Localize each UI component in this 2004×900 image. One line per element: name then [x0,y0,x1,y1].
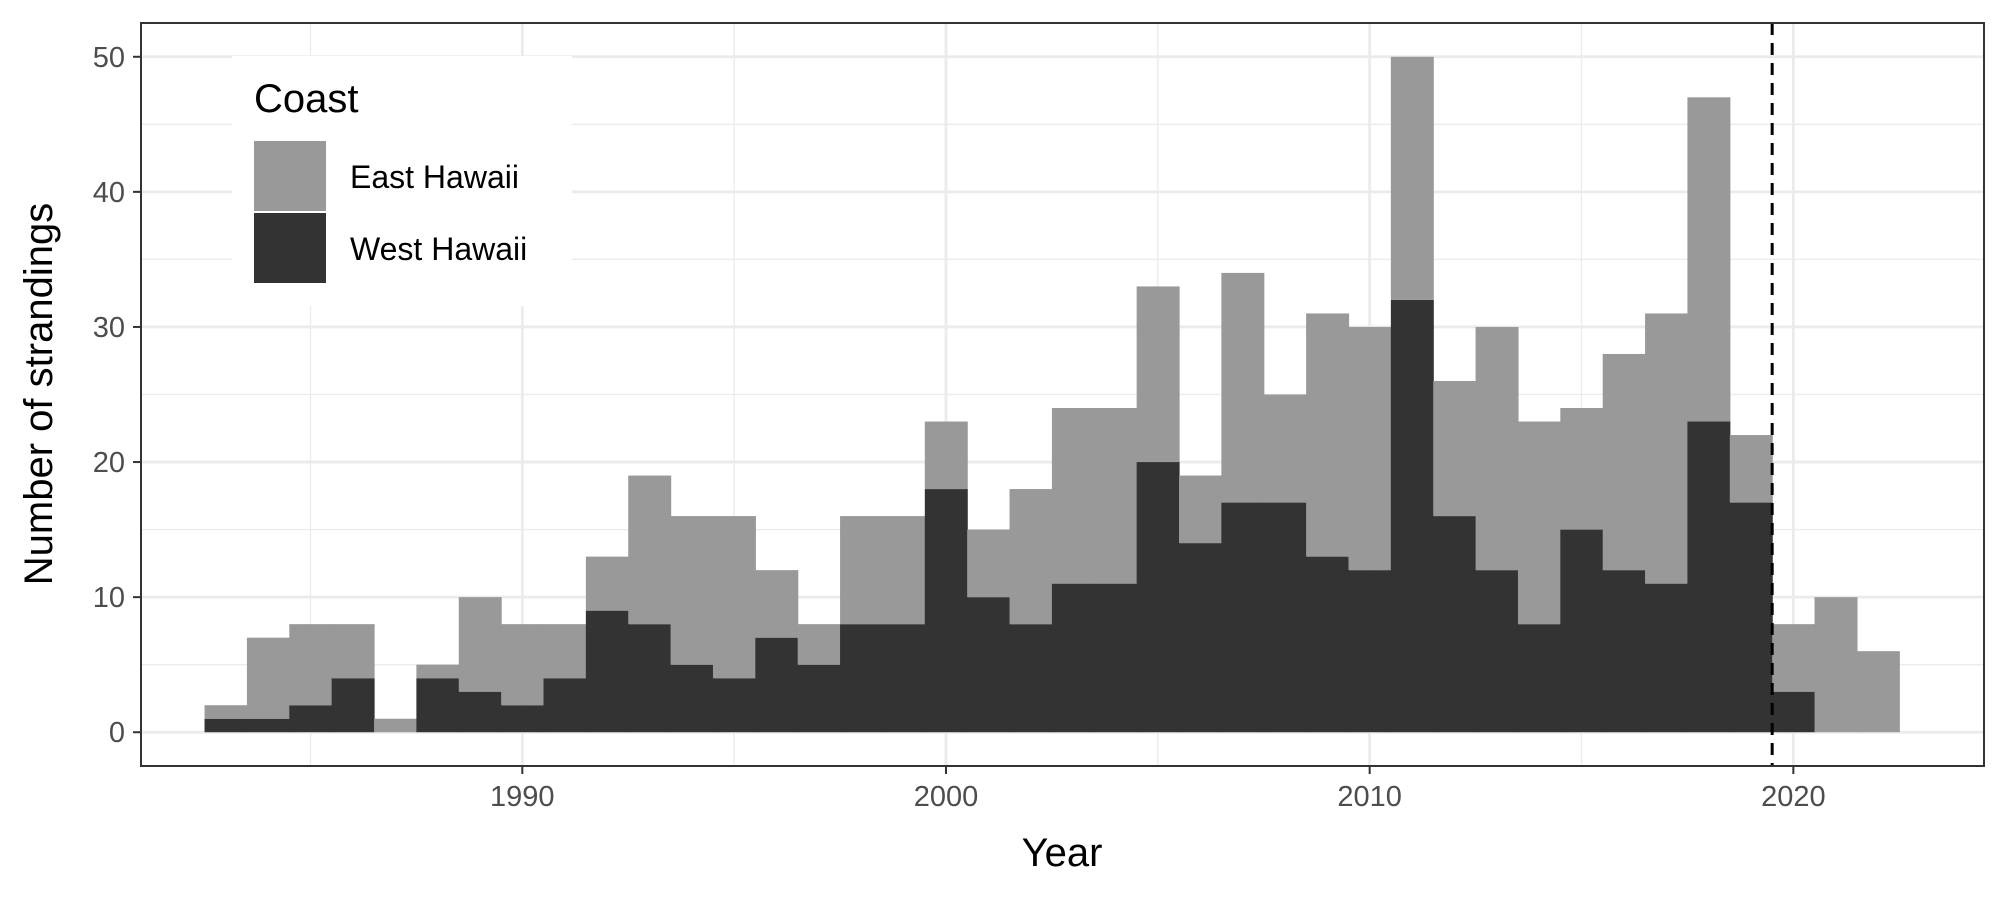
bar-east-hawaii [289,624,333,706]
bar-east-hawaii [840,516,884,625]
y-tick-label: 30 [93,312,125,344]
bar-west-hawaii [1221,502,1265,733]
bar-east-hawaii [1645,313,1689,584]
bar-east-hawaii [755,570,799,638]
bar-west-hawaii [1094,583,1138,733]
bar-west-hawaii [1433,516,1477,733]
legend-title: Coast [254,77,359,121]
y-tick-label: 0 [109,717,125,749]
bar-east-hawaii [246,637,290,719]
bar-west-hawaii [967,597,1011,733]
plot-border [140,22,1985,767]
bar-east-hawaii [331,624,375,679]
bar-east-hawaii [1517,421,1561,625]
bar-east-hawaii [1094,408,1138,584]
y-tick-label: 40 [93,177,125,209]
bar-west-hawaii [628,624,672,733]
bar-east-hawaii [712,516,756,679]
bar-east-hawaii [1009,489,1053,625]
bar-west-hawaii [331,678,375,733]
bar-west-hawaii [1560,529,1604,733]
bar-east-hawaii [543,624,587,679]
x-tick-label: 2020 [1761,781,1826,813]
bar-west-hawaii [1263,502,1307,733]
bar-west-hawaii [882,624,926,733]
bar-east-hawaii [374,718,417,733]
bar-east-hawaii [458,597,502,692]
bar-east-hawaii [1856,651,1900,733]
y-tick-label: 20 [93,447,125,479]
bar-west-hawaii [1687,421,1731,733]
bar-west-hawaii [1009,624,1053,733]
bar-east-hawaii [1306,313,1350,557]
bar-west-hawaii [840,624,884,733]
bar-east-hawaii [670,516,714,665]
bar-west-hawaii [1645,583,1689,733]
axes: 0 10 20 30 40 50 1990 2000 2010 2020 [93,42,1826,813]
bar-west-hawaii [204,718,248,733]
bar-west-hawaii [670,664,714,733]
bar-west-hawaii [246,718,290,733]
bar-east-hawaii [1814,597,1858,733]
bar-east-hawaii [501,624,545,706]
bar-west-hawaii [1390,299,1434,733]
x-tick-label: 1990 [490,781,555,813]
bar-east-hawaii [585,556,629,611]
bar-east-hawaii [1348,326,1392,571]
bar-east-hawaii [1687,97,1731,422]
x-tick-label: 2010 [1337,781,1402,813]
bar-west-hawaii [501,705,545,733]
bar-west-hawaii [289,705,333,733]
bar-west-hawaii [1475,570,1519,733]
bar-east-hawaii [1433,380,1477,517]
x-axis-title: Year [1022,831,1103,875]
bar-west-hawaii [1306,556,1350,733]
bar-east-hawaii [1051,408,1095,584]
bar-east-hawaii [967,529,1011,598]
bar-east-hawaii [1729,435,1773,503]
bar-east-hawaii [1221,272,1265,503]
legend: Coast East Hawaii West Hawaii [232,56,572,306]
bar-east-hawaii [1475,326,1519,571]
legend-label-east-hawaii: East Hawaii [350,159,519,195]
bar-west-hawaii [1051,583,1095,733]
bar-west-hawaii [1517,624,1561,733]
bar-east-hawaii [1772,624,1816,692]
bar-east-hawaii [797,624,841,665]
bar-west-hawaii [1772,691,1816,733]
y-tick-label: 50 [93,42,125,74]
bar-west-hawaii [585,610,629,733]
bar-east-hawaii [1560,408,1604,530]
bar-west-hawaii [1179,543,1222,733]
bar-west-hawaii [543,678,587,733]
legend-swatch-west-hawaii [254,213,326,283]
bar-west-hawaii [1602,570,1646,733]
bar-east-hawaii [628,475,672,625]
bar-west-hawaii [712,678,756,733]
bar-east-hawaii [882,516,926,625]
bar-west-hawaii [1136,462,1180,733]
bar-west-hawaii [1348,570,1392,733]
y-axis-title: Number of strandings [17,203,61,585]
legend-swatch-east-hawaii [254,141,326,211]
bar-west-hawaii [755,637,799,733]
bar-west-hawaii [416,678,460,733]
bar-east-hawaii [204,705,248,719]
legend-label-west-hawaii: West Hawaii [350,231,527,267]
bar-west-hawaii [924,489,968,733]
bar-west-hawaii [458,691,502,733]
bar-west-hawaii [797,664,841,733]
bar-east-hawaii [1602,353,1646,571]
bar-east-hawaii [924,421,968,490]
bar-east-hawaii [1179,475,1222,544]
bar-west-hawaii [1729,502,1773,733]
bar-east-hawaii [416,664,460,679]
bar-east-hawaii [1136,286,1180,463]
bar-east-hawaii [1390,56,1434,300]
x-tick-label: 2000 [914,781,979,813]
y-tick-label: 10 [93,582,125,614]
bars [204,56,1900,733]
bar-east-hawaii [1263,394,1307,503]
